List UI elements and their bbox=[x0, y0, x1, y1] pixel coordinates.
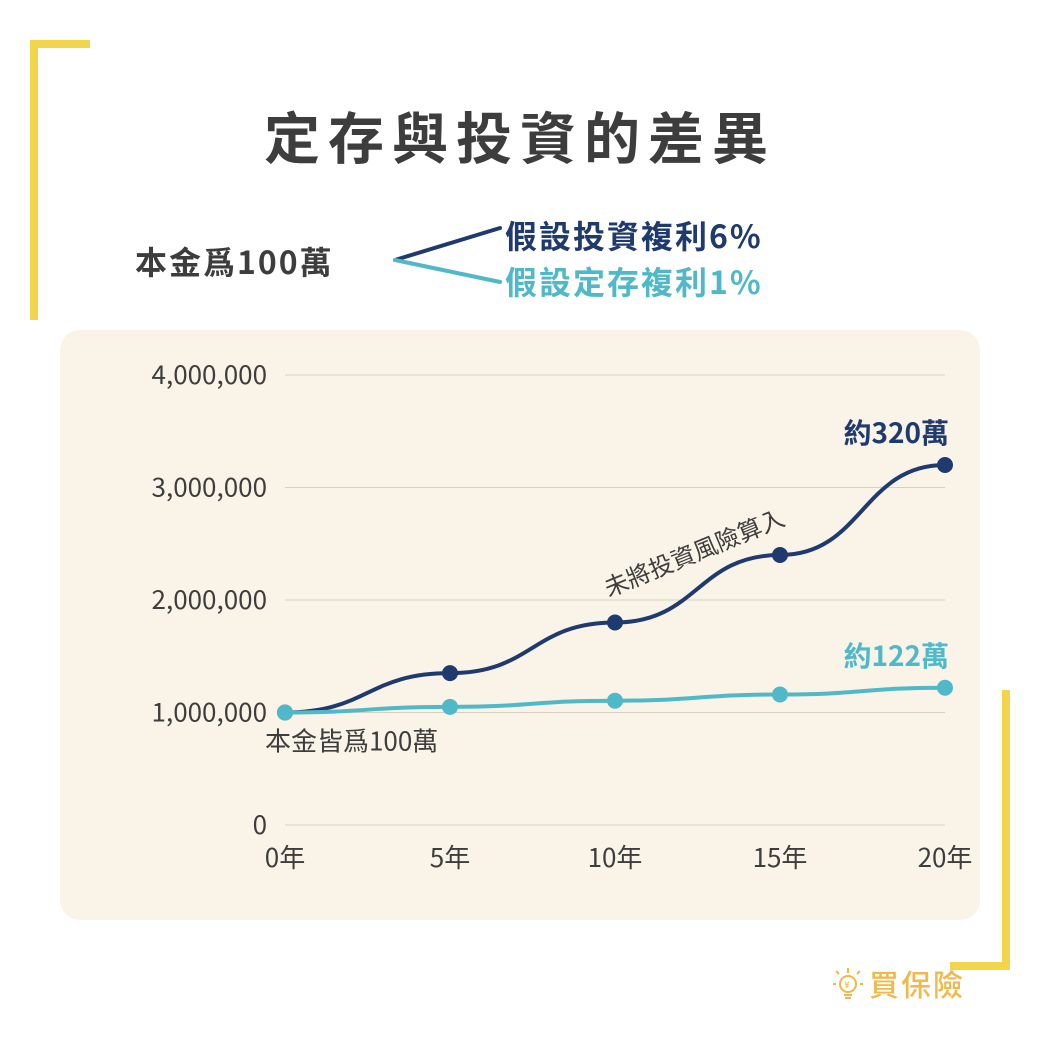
lightbulb-icon: ¥ bbox=[833, 966, 863, 1000]
legend-principal: 本金爲100萬 bbox=[135, 238, 334, 284]
legend: 本金爲100萬 假設投資複利6% 假設定存複利1% bbox=[135, 210, 905, 310]
svg-text:4,000,000: 4,000,000 bbox=[152, 355, 267, 392]
brand-logo: ¥ 買保險 bbox=[833, 961, 965, 1005]
line-chart: 0 1,000,000 2,000,000 3,000,000 4,000,000 0年 5… bbox=[60, 330, 980, 920]
svg-text:0年: 0年 bbox=[265, 838, 305, 875]
legend-deposit: 假設定存複利1% bbox=[505, 258, 763, 304]
svg-text:本金皆爲100萬: 本金皆爲100萬 bbox=[265, 722, 438, 759]
page-title: 定存與投資的差異 bbox=[0, 95, 1040, 176]
svg-text:0: 0 bbox=[253, 805, 267, 842]
svg-text:20年: 20年 bbox=[918, 838, 973, 875]
corner-decoration-tl bbox=[30, 40, 90, 320]
svg-text:10年: 10年 bbox=[588, 838, 643, 875]
svg-text:約122萬: 約122萬 bbox=[843, 635, 949, 675]
svg-text:未將投資風險算入: 未將投資風險算入 bbox=[598, 498, 789, 603]
svg-text:約320萬: 約320萬 bbox=[843, 412, 949, 452]
svg-text:¥: ¥ bbox=[844, 978, 851, 991]
chart-panel: 0 1,000,000 2,000,000 3,000,000 4,000,000 0年 5… bbox=[60, 330, 980, 920]
legend-branch-icon bbox=[390, 210, 510, 310]
legend-investment: 假設投資複利6% bbox=[505, 212, 763, 258]
brand-text: 買保險 bbox=[869, 961, 965, 1005]
svg-text:3,000,000: 3,000,000 bbox=[152, 468, 267, 505]
svg-text:2,000,000: 2,000,000 bbox=[152, 580, 267, 617]
svg-text:15年: 15年 bbox=[753, 838, 808, 875]
svg-text:5年: 5年 bbox=[430, 838, 470, 875]
svg-text:1,000,000: 1,000,000 bbox=[152, 693, 267, 730]
